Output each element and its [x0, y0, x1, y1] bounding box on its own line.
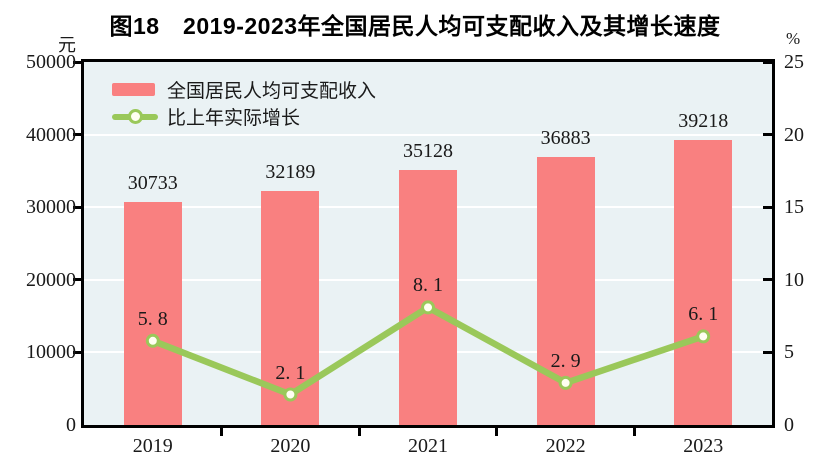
- x-axis-label-2021: 2021: [408, 435, 448, 457]
- bar-value-label: 32189: [265, 161, 316, 184]
- left-axis-tick: [73, 278, 81, 282]
- bar-swatch-icon: [112, 83, 155, 96]
- chart-title: 图18 2019-2023年全国居民人均可支配收入及其增长速度: [109, 13, 721, 39]
- bar-value-label: 35128: [403, 140, 453, 162]
- right-axis-tick-label: 15: [784, 196, 804, 219]
- left-axis-unit: 元: [58, 35, 76, 55]
- left-axis-tick: [73, 133, 81, 137]
- bar-2021: [399, 170, 457, 425]
- x-axis-tick: [357, 428, 361, 436]
- right-axis-tick-label: 5: [784, 341, 794, 364]
- right-axis-tick: [763, 133, 772, 137]
- right-axis-tick: [763, 278, 772, 282]
- bar-value-label: 30733: [127, 171, 178, 194]
- left-axis-tick-label: 0: [66, 414, 76, 436]
- bar-value-label: 39218: [678, 110, 729, 133]
- left-axis-tick-label: 10000: [26, 341, 76, 364]
- right-axis-tick-label: 25: [784, 51, 804, 73]
- legend: 全国居民人均可支配收入 比上年实际增长: [112, 76, 376, 130]
- x-axis-label-2023: 2023: [683, 435, 724, 457]
- growth-value-label: 6. 1: [688, 303, 719, 326]
- gridline: [84, 133, 772, 136]
- legend-item-growth: 比上年实际增长: [112, 103, 376, 130]
- legend-label-growth: 比上年实际增长: [167, 108, 301, 129]
- line-swatch-icon: [112, 109, 158, 124]
- x-axis-label-2019: 2019: [132, 435, 173, 457]
- line-marker-icon: [127, 109, 143, 124]
- growth-value-label: 2. 1: [275, 361, 306, 384]
- x-axis-tick: [220, 428, 224, 436]
- left-axis-tick-label: 30000: [26, 196, 76, 219]
- bar-2023: [674, 140, 733, 425]
- x-axis-tick: [632, 428, 636, 436]
- left-axis-tick-label: 20000: [26, 268, 76, 291]
- right-axis-tick: [763, 350, 772, 354]
- growth-value-label: 2. 9: [550, 349, 581, 372]
- right-axis-unit: %: [786, 29, 801, 48]
- growth-value-label: 5. 8: [137, 307, 168, 330]
- left-axis-tick-label: 40000: [26, 123, 76, 146]
- right-axis-tick-label: 0: [784, 414, 794, 436]
- right-axis-tick-label: 10: [784, 268, 804, 291]
- right-axis-tick: [763, 205, 772, 209]
- bar-value-label: 36883: [540, 127, 591, 150]
- bar-2020: [261, 191, 320, 425]
- right-axis-tick-label: 20: [784, 123, 804, 146]
- left-axis-tick: [73, 205, 81, 209]
- growth-value-label: 8. 1: [413, 274, 443, 297]
- left-axis-tick: [73, 350, 81, 354]
- legend-label-income: 全国居民人均可支配收入: [167, 81, 377, 102]
- bar-2022: [536, 157, 595, 425]
- x-axis-tick: [495, 428, 499, 436]
- left-axis-tick-label: 50000: [26, 51, 76, 73]
- left-axis-tick: [73, 60, 81, 64]
- right-axis-tick: [763, 60, 772, 64]
- x-axis-label-2020: 2020: [270, 435, 311, 457]
- legend-item-income: 全国居民人均可支配收入: [112, 76, 376, 103]
- x-axis-label-2022: 2022: [545, 435, 586, 457]
